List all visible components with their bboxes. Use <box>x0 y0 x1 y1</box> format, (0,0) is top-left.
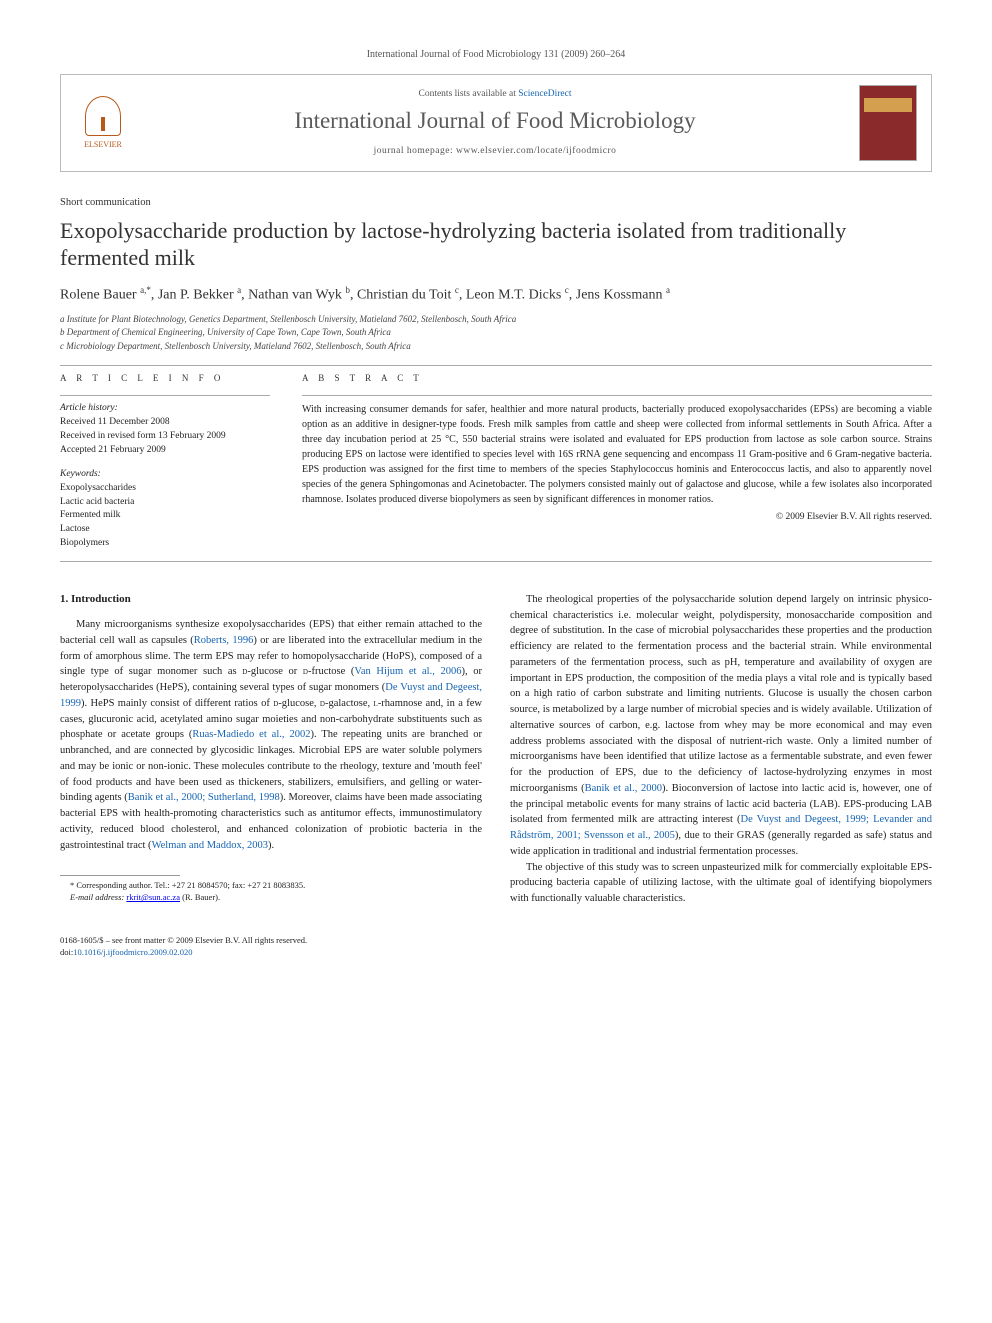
affiliation-a: a Institute for Plant Biotechnology, Gen… <box>60 313 932 327</box>
body-col-left: 1. Introduction Many microorganisms synt… <box>60 592 482 907</box>
body-paragraph: The rheological properties of the polysa… <box>510 592 932 860</box>
keyword: Biopolymers <box>60 537 270 551</box>
author-email-link[interactable]: rkrit@sun.ac.za <box>126 892 180 902</box>
divider <box>60 395 270 396</box>
corresponding-footnote: * Corresponding author. Tel.: +27 21 808… <box>60 880 482 892</box>
journal-cover-thumb <box>859 85 917 161</box>
keyword: Lactic acid bacteria <box>60 496 270 510</box>
publisher-label: ELSEVIER <box>84 139 122 150</box>
divider <box>60 561 932 562</box>
sciencedirect-link[interactable]: ScienceDirect <box>518 89 571 99</box>
keyword: Exopolysaccharides <box>60 482 270 496</box>
doi-prefix: doi: <box>60 947 73 957</box>
article-type-label: Short communication <box>60 196 932 211</box>
abstract-col: A B S T R A C T With increasing consumer… <box>302 372 932 550</box>
journal-masthead: ELSEVIER Contents lists available at Sci… <box>60 74 932 172</box>
keywords-heading: Keywords: <box>60 468 270 481</box>
elsevier-logo: ELSEVIER <box>75 92 131 154</box>
email-suffix: (R. Bauer). <box>180 892 220 902</box>
abstract-text: With increasing consumer demands for saf… <box>302 402 932 507</box>
article-title: Exopolysaccharide production by lactose-… <box>60 217 932 272</box>
history-heading: Article history: <box>60 402 270 415</box>
doi-link[interactable]: 10.1016/j.ijfoodmicro.2009.02.020 <box>73 947 192 957</box>
running-header: International Journal of Food Microbiolo… <box>60 48 932 62</box>
article-info-heading: A R T I C L E I N F O <box>60 372 270 385</box>
journal-center: Contents lists available at ScienceDirec… <box>145 88 845 159</box>
affiliation-b: b Department of Chemical Engineering, Un… <box>60 326 932 340</box>
journal-homepage: journal homepage: www.elsevier.com/locat… <box>145 145 845 158</box>
footnote-divider <box>60 875 180 876</box>
affiliations: a Institute for Plant Biotechnology, Gen… <box>60 313 932 354</box>
contents-prefix: Contents lists available at <box>418 89 518 99</box>
history-accepted: Accepted 21 February 2009 <box>60 444 270 458</box>
email-label: E-mail address: <box>70 892 126 902</box>
divider <box>302 395 932 396</box>
article-info-col: A R T I C L E I N F O Article history: R… <box>60 372 270 550</box>
history-received: Received 11 December 2008 <box>60 416 270 430</box>
divider <box>60 365 932 366</box>
homepage-prefix: journal homepage: <box>374 146 456 156</box>
history-revised: Received in revised form 13 February 200… <box>60 430 270 444</box>
contents-line: Contents lists available at ScienceDirec… <box>145 88 845 101</box>
abstract-heading: A B S T R A C T <box>302 372 932 385</box>
footer-copyright: 0168-1605/$ – see front matter © 2009 El… <box>60 935 932 947</box>
section-heading: 1. Introduction <box>60 592 482 607</box>
elsevier-tree-icon <box>85 96 121 136</box>
keyword: Fermented milk <box>60 509 270 523</box>
body-columns: 1. Introduction Many microorganisms synt… <box>60 592 932 907</box>
authors-line: Rolene Bauer a,*, Jan P. Bekker a, Natha… <box>60 284 932 305</box>
keyword: Lactose <box>60 523 270 537</box>
affiliation-c: c Microbiology Department, Stellenbosch … <box>60 340 932 354</box>
abstract-copyright: © 2009 Elsevier B.V. All rights reserved… <box>302 511 932 524</box>
body-col-right: The rheological properties of the polysa… <box>510 592 932 907</box>
info-abstract-row: A R T I C L E I N F O Article history: R… <box>60 372 932 550</box>
body-paragraph: Many microorganisms synthesize exopolysa… <box>60 617 482 853</box>
body-paragraph: The objective of this study was to scree… <box>510 860 932 907</box>
email-footnote: E-mail address: rkrit@sun.ac.za (R. Baue… <box>60 892 482 904</box>
page-footer: 0168-1605/$ – see front matter © 2009 El… <box>60 935 932 959</box>
homepage-url: www.elsevier.com/locate/ijfoodmicro <box>456 146 616 156</box>
journal-name: International Journal of Food Microbiolo… <box>145 105 845 137</box>
footer-doi: doi:10.1016/j.ijfoodmicro.2009.02.020 <box>60 947 932 959</box>
